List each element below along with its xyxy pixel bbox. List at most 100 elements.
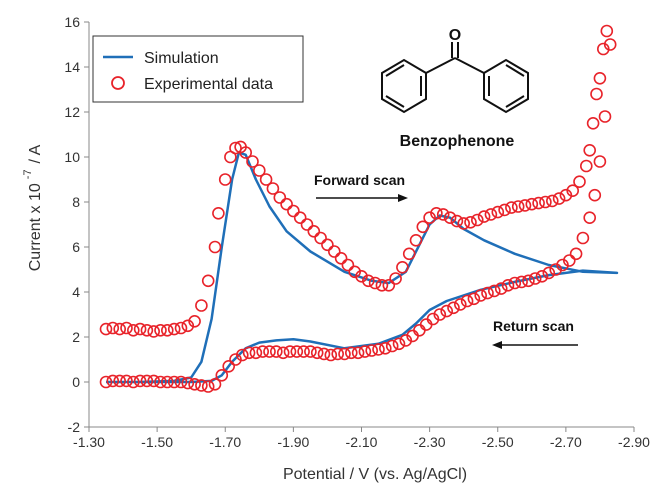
experimental-data-point (549, 263, 563, 276)
experimental-data-point (167, 322, 181, 336)
experimental-data-point (266, 182, 280, 195)
experimental-data-point (355, 269, 368, 283)
experimental-data-point (498, 203, 511, 217)
experimental-data-point (477, 210, 491, 223)
experimental-data-point (229, 353, 242, 366)
bond-right-carbonyl (454, 57, 485, 74)
x-tick-label: -2.30 (414, 434, 446, 450)
experimental-data-point (324, 348, 338, 362)
y-axis-title-unit: / A (27, 144, 44, 163)
y-axis-title: Current x 10 -7 / A (22, 144, 44, 271)
experimental-data-point (215, 368, 229, 382)
experimental-data-point (133, 322, 147, 336)
experimental-data-point (167, 375, 181, 389)
forward-scan-arrow (316, 194, 408, 202)
experimental-data-point (222, 359, 235, 373)
experimental-data-point (552, 192, 566, 205)
experimental-data-point (579, 159, 593, 173)
experimental-data-point (598, 110, 612, 123)
experimental-data-point (593, 72, 607, 85)
y-axis-title-main: Current x 10 (27, 183, 44, 271)
experimental-data-point (440, 304, 454, 318)
legend-box (92, 35, 304, 103)
experimental-data-point (372, 343, 385, 356)
experimental-data-point (382, 278, 396, 292)
experimental-data-point (508, 276, 522, 290)
experimental-data-point (283, 345, 297, 358)
experimental-data-point (375, 278, 389, 292)
experimental-data-point (542, 266, 556, 280)
experimental-data-point (457, 217, 471, 230)
experimental-data-point (133, 374, 147, 388)
experimental-data-point (147, 325, 160, 338)
experimental-data-point (161, 323, 174, 337)
experimental-data-point (195, 299, 208, 312)
experimental-data-point (518, 199, 532, 212)
experimental-data-point (140, 323, 154, 337)
experimental-data-point (593, 155, 607, 168)
experimental-data-point (287, 204, 300, 218)
experimental-data-point (212, 207, 225, 220)
experimental-data-point (545, 194, 559, 208)
experimental-data-point (236, 348, 249, 362)
experimental-data-point (127, 323, 140, 337)
experimental-data-point (120, 374, 133, 388)
return-scan-label: Return scan (493, 318, 574, 334)
experimental-data-point (525, 197, 539, 211)
x-tick-labels: -1.30 -1.50 -1.70 -1.90 -2.10 -2.30 -2.50 -2.70… (73, 427, 650, 450)
experimental-data-point (269, 345, 283, 358)
experimental-data-point (273, 191, 287, 204)
experimental-data-point (522, 274, 535, 288)
x-tick-label: -2.90 (618, 434, 650, 450)
y-tick-label: 0 (72, 374, 80, 390)
experimental-data-point (559, 188, 573, 202)
experimental-data-point (348, 265, 362, 279)
experimental-data-point (413, 323, 426, 337)
experimental-data-point (460, 294, 474, 308)
experimental-data-point (297, 345, 310, 358)
experimental-data-point (385, 339, 399, 353)
experimental-data-point (106, 374, 120, 388)
experimental-data-point (515, 275, 528, 289)
experimental-data-point (314, 231, 327, 245)
experimental-data-point (491, 205, 505, 219)
y-tick-label: 6 (72, 239, 80, 255)
experimental-data-point (154, 375, 167, 389)
right-ring-double-bond-2 (505, 95, 525, 108)
experimental-data-point (147, 374, 160, 388)
experimental-data-point (406, 329, 419, 343)
experimental-data-point (201, 274, 215, 288)
experimental-data-point (351, 346, 365, 360)
return-scan-arrow (492, 341, 578, 349)
experimental-data-point (532, 196, 545, 210)
oxygen-atom-label: O (449, 27, 461, 44)
experimental-data-point (181, 376, 195, 390)
experimental-data-point (474, 289, 488, 302)
experimental-data-point (280, 197, 293, 211)
x-tick-label: -2.50 (482, 434, 514, 450)
experimental-data-point (586, 117, 600, 130)
experimental-data-point (341, 258, 355, 272)
experimental-data-point (218, 173, 232, 186)
experimental-data-point (588, 188, 602, 202)
experimental-data-point (433, 308, 447, 321)
experimental-data-point (358, 345, 372, 358)
experimental-data-point (566, 184, 580, 197)
y-tick-label: 8 (72, 194, 80, 210)
experimental-data-point (242, 346, 256, 360)
experimental-data-point (208, 377, 222, 391)
x-axis-title: Potential / V (vs. Ag/AgCl) (283, 466, 467, 483)
experimental-data-point (127, 375, 140, 389)
experimental-data-point (447, 301, 460, 315)
y-tick-label: -2 (68, 419, 81, 435)
experimental-data-point (327, 245, 341, 258)
experimental-data-point (603, 38, 617, 51)
experimental-data-point (290, 345, 304, 358)
y-tick-label: 4 (72, 284, 80, 300)
experimental-data-point (511, 200, 525, 213)
experimental-data-point (276, 346, 290, 360)
experimental-data-point (181, 319, 195, 333)
experimental-data-point (361, 274, 375, 288)
